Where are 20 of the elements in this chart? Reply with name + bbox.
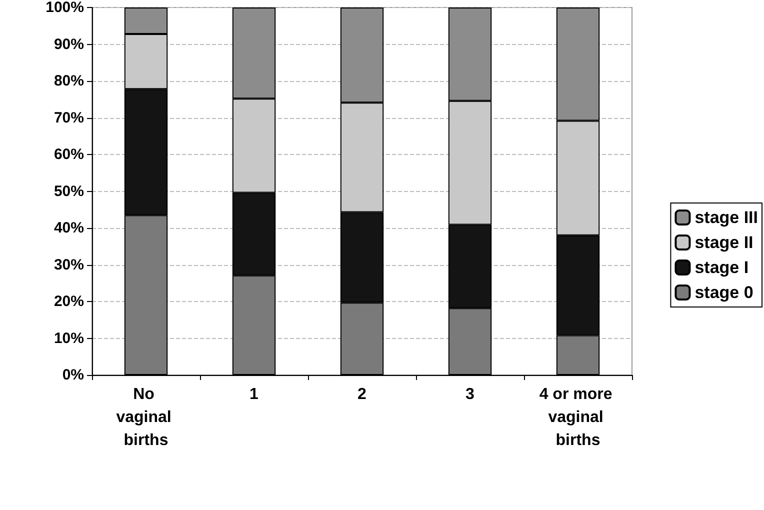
y-tick-label: 60% [54, 146, 84, 163]
y-tick-label: 80% [54, 72, 84, 90]
y-tick-label: 50% [54, 182, 84, 200]
x-tick-label: No vaginal births [116, 386, 176, 449]
legend-label: stage III [694, 208, 758, 227]
y-tick-label: 20% [54, 293, 84, 310]
legend-label: stage 0 [694, 283, 754, 302]
y-tick-label: 40% [54, 220, 84, 236]
x-tick-label: 3 [466, 386, 475, 403]
y-tick-label: 30% [54, 256, 84, 274]
y-tick-label: 10% [54, 330, 84, 347]
y-tick-label: 70% [54, 109, 84, 126]
legend-label: stage II [694, 233, 754, 252]
y-tick-label: 0% [62, 366, 84, 384]
y-tick-label: 100% [46, 0, 84, 16]
x-tick-label: 2 [358, 386, 367, 403]
legend-label: stage I [694, 258, 749, 277]
x-tick-label: 1 [250, 386, 259, 403]
y-tick-label: 90% [54, 36, 84, 53]
x-tick-label: 4 or more vaginal births [539, 386, 617, 449]
